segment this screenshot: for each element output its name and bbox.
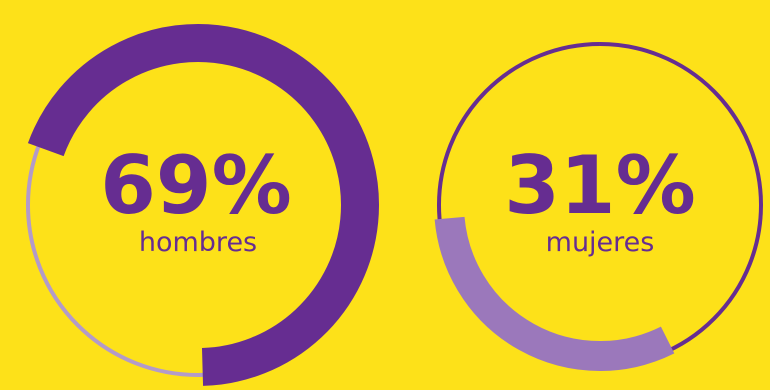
donut-arc-mujeres	[434, 216, 675, 371]
percent-value-mujeres: 31%	[504, 139, 695, 232]
donut-arc-hombres	[27, 24, 379, 386]
category-label-hombres: hombres	[139, 227, 257, 258]
category-label-mujeres: mujeres	[546, 227, 655, 258]
donut-chart-mujeres: 31% mujeres	[434, 42, 763, 371]
donut-chart-hombres: 69% hombres	[25, 24, 379, 386]
percent-value-hombres: 69%	[100, 139, 291, 232]
